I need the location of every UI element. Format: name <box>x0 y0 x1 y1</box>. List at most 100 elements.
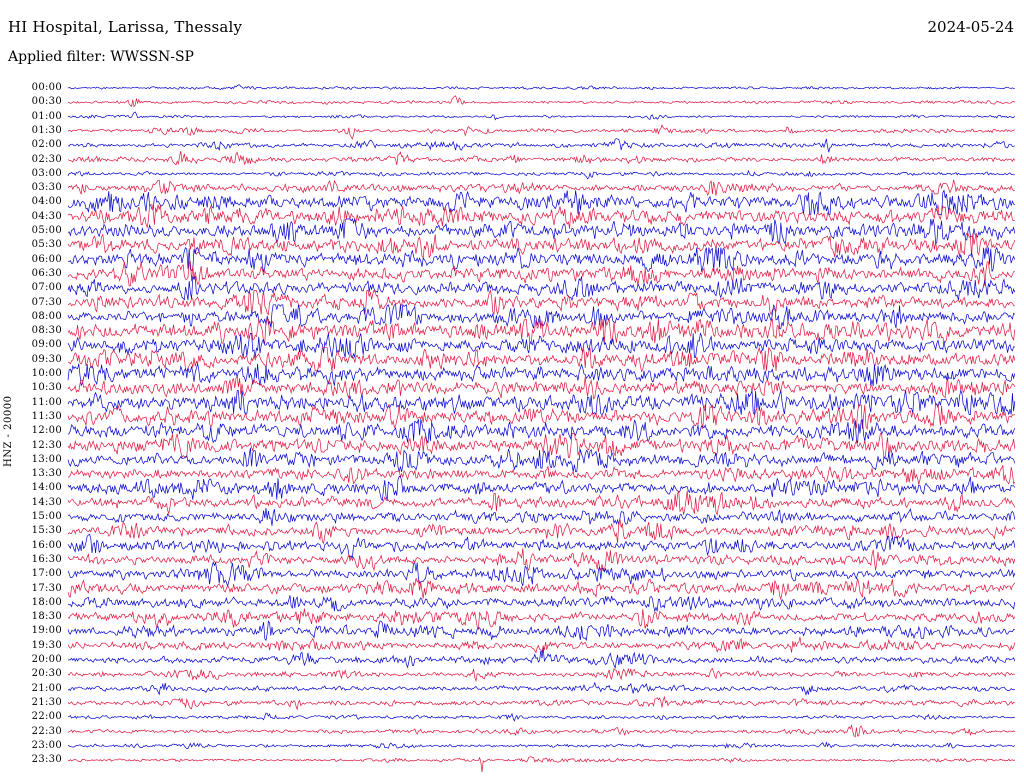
time-label: 00:30 <box>31 96 62 108</box>
time-label: 06:00 <box>31 253 62 265</box>
seismogram-trace-row <box>67 204 1015 229</box>
seismogram-trace-row <box>67 667 1016 683</box>
time-label: 23:00 <box>31 739 62 751</box>
seismogram-trace-row <box>67 232 1016 259</box>
seismogram-trace-row <box>67 756 1015 773</box>
seismogram-trace-row <box>67 95 1015 108</box>
time-label: 20:00 <box>31 654 62 665</box>
time-label: 03:30 <box>31 182 62 194</box>
seismogram-trace-row <box>67 179 1015 197</box>
seismogram-trace-row <box>67 389 1016 416</box>
time-label: 03:00 <box>31 167 62 179</box>
seismogram-trace-row <box>67 189 1015 215</box>
time-label: 11:00 <box>31 396 62 408</box>
seismogram-trace-row <box>67 741 1016 750</box>
time-label: 00:00 <box>31 82 62 93</box>
time-label: 04:00 <box>31 196 62 208</box>
seismogram-trace-row <box>67 490 1016 516</box>
time-label: 10:00 <box>31 368 62 379</box>
time-label: 12:00 <box>31 425 62 437</box>
time-label: 13:00 <box>31 453 62 465</box>
seismogram-trace-row <box>67 712 1015 722</box>
seismogram-trace-row <box>67 124 1016 140</box>
seismogram-trace-row <box>67 169 1015 180</box>
seismogram-trace-row <box>67 419 1016 444</box>
station-title: HI Hospital, Larissa, Thessaly <box>8 18 243 36</box>
seismogram-trace-row <box>67 608 1016 631</box>
time-label: 14:30 <box>31 496 62 508</box>
seismogram-trace-row <box>67 363 1016 387</box>
time-label: 14:00 <box>31 482 62 494</box>
time-label: 23:30 <box>31 754 62 766</box>
seismogram-trace-row <box>67 289 1015 316</box>
time-label: 09:30 <box>31 353 62 365</box>
seismogram-trace-row <box>67 681 1015 696</box>
time-label: 18:00 <box>31 596 62 608</box>
time-label: 16:00 <box>31 539 62 551</box>
seismogram-trace-row <box>67 620 1015 642</box>
time-label: 11:30 <box>31 410 62 422</box>
time-label: 16:30 <box>31 553 62 565</box>
time-label: 10:30 <box>31 382 62 394</box>
seismogram-trace-row <box>67 346 1016 373</box>
seismogram-trace-row <box>67 375 1016 400</box>
seismogram-trace-row <box>67 246 1016 273</box>
seismogram-trace-row <box>67 151 1016 166</box>
time-label: 21:30 <box>31 696 62 708</box>
seismogram-trace-row <box>67 533 1016 559</box>
seismogram-trace-row <box>67 138 1015 153</box>
time-label: 05:30 <box>31 239 62 251</box>
time-label: 08:00 <box>31 310 62 322</box>
time-label: 22:00 <box>31 711 62 723</box>
seismogram-trace-row <box>67 519 1016 545</box>
seismogram-trace-row <box>67 84 1015 91</box>
time-label: 18:30 <box>31 611 62 623</box>
time-label: 17:00 <box>31 568 62 580</box>
seismogram-trace-row <box>67 595 1016 613</box>
seismogram-trace-row <box>67 476 1016 502</box>
time-label: 20:30 <box>31 668 62 680</box>
seismogram-trace-row <box>67 561 1016 588</box>
seismogram-trace-row <box>67 447 1016 473</box>
time-label: 19:00 <box>31 625 62 637</box>
time-label: 01:00 <box>31 110 62 122</box>
seismogram-trace-row <box>67 508 1016 526</box>
time-label: 15:30 <box>31 525 62 537</box>
time-label: 15:00 <box>31 511 62 522</box>
time-label: 06:30 <box>31 267 62 279</box>
time-label: 19:30 <box>31 639 62 651</box>
time-label: 07:00 <box>31 282 62 294</box>
time-label: 21:00 <box>31 682 62 694</box>
seismogram-trace-row <box>67 647 1016 669</box>
time-label: 12:30 <box>31 439 62 451</box>
time-label: 17:30 <box>31 582 62 594</box>
filter-label: Applied filter: WWSSN-SP <box>8 49 194 65</box>
seismogram-trace-row <box>67 275 1016 302</box>
seismogram-trace-row <box>67 433 1016 459</box>
seismogram-trace-row <box>67 218 1016 244</box>
time-label: 22:30 <box>31 725 62 737</box>
time-label: 04:30 <box>31 210 62 222</box>
time-label: 02:30 <box>31 153 62 165</box>
time-label: 05:00 <box>31 225 62 236</box>
time-label: 02:00 <box>31 139 62 151</box>
seismogram-trace-row <box>67 111 1016 121</box>
seismogram-trace-row <box>67 723 1016 738</box>
seismogram-trace-row <box>67 465 1016 485</box>
time-label: 08:30 <box>31 325 62 337</box>
time-label: 01:30 <box>31 124 62 136</box>
date-label: 2024-05-24 <box>927 18 1014 36</box>
seismogram-trace-row <box>67 404 1016 431</box>
time-label: 07:30 <box>31 296 62 308</box>
time-label: 09:00 <box>31 339 62 351</box>
seismogram-trace-row <box>67 261 1015 287</box>
time-label: 13:30 <box>31 468 62 480</box>
seismogram-trace-row <box>67 695 1015 711</box>
seismogram-trace-row <box>67 548 1016 572</box>
seismogram-trace-row <box>67 578 1016 601</box>
seismogram-trace-row <box>67 637 1016 654</box>
seismogram-trace-row <box>67 317 1016 344</box>
seismogram-trace-row <box>67 332 1015 358</box>
